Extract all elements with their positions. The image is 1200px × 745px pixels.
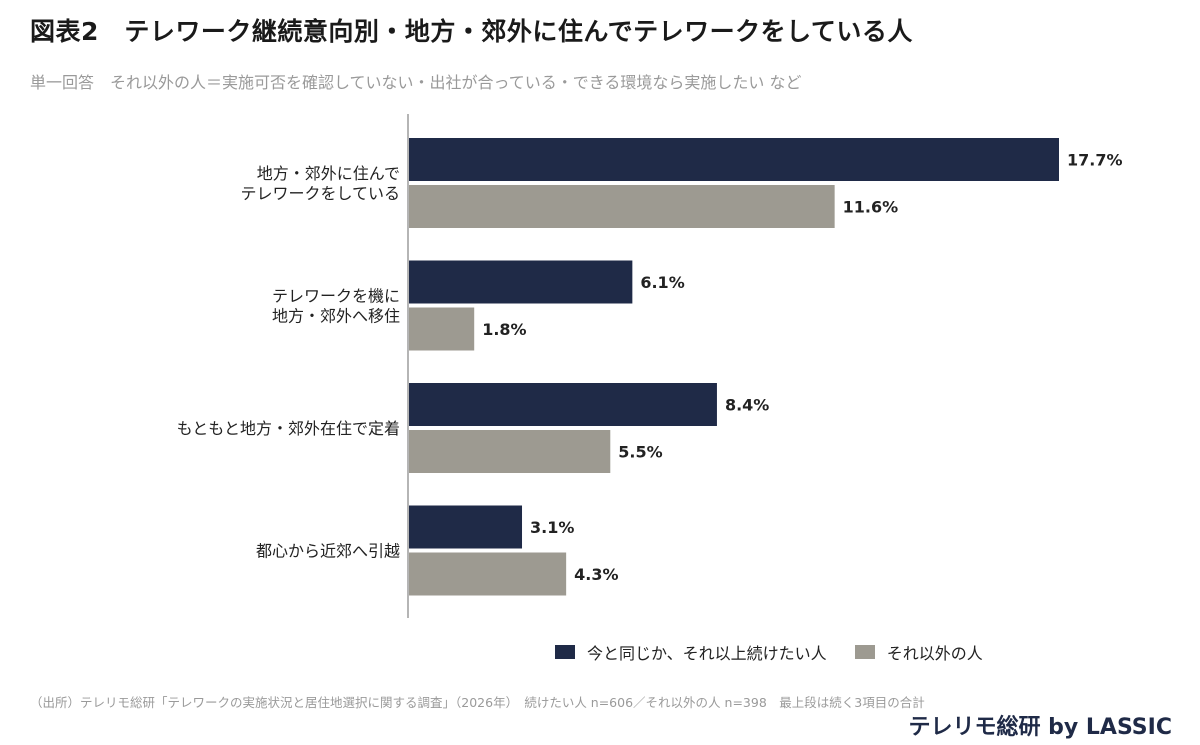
bar-continue-1 bbox=[408, 260, 633, 304]
bar-others-1 bbox=[408, 307, 475, 351]
data-label-others-3: 4.3% bbox=[574, 565, 618, 584]
legend-item-continue: 今と同じか、それ以上続けたい人 bbox=[555, 640, 827, 664]
category-label-3-0: 都心から近郊へ引越 bbox=[256, 542, 400, 561]
category-label-0-1: テレワークをしている bbox=[240, 184, 400, 203]
legend-label-continue: 今と同じか、それ以上続けたい人 bbox=[587, 644, 827, 663]
chart-title: 図表2 テレワーク継続意向別・地方・郊外に住んでテレワークをしている人 bbox=[30, 17, 913, 46]
bar-continue-3 bbox=[408, 505, 523, 549]
category-label-1-1: 地方・郊外へ移住 bbox=[272, 307, 400, 326]
bar-others-3 bbox=[408, 552, 567, 596]
legend-swatch-continue bbox=[555, 645, 575, 659]
data-label-continue-3: 3.1% bbox=[530, 518, 574, 537]
legend-item-others: それ以外の人 bbox=[854, 640, 983, 664]
data-label-others-1: 1.8% bbox=[482, 320, 526, 339]
data-label-continue-0: 17.7% bbox=[1067, 151, 1123, 170]
legend-swatch-others bbox=[854, 645, 875, 659]
chart-subtitle: 単一回答 それ以外の人＝実施可否を確認していない・出社が合っている・できる環境な… bbox=[30, 73, 802, 92]
data-label-continue-1: 6.1% bbox=[640, 273, 684, 292]
data-label-others-0: 11.6% bbox=[843, 198, 899, 217]
bar-continue-0 bbox=[408, 138, 1059, 181]
category-label-2-0: もともと地方・郊外在住で定着 bbox=[177, 419, 400, 438]
source-note: （出所）テレリモ総研「テレワークの実施状況と居住地選択に関する調査」（2026年… bbox=[30, 695, 925, 710]
legend-label-others: それ以外の人 bbox=[886, 644, 983, 663]
bar-chart: 17.7% 11.6% 地方・郊外に住んでテレワークをしている 6.1% 1.8% テレワ… bbox=[177, 114, 1123, 618]
data-label-others-2: 5.5% bbox=[618, 443, 662, 462]
bar-continue-2 bbox=[408, 383, 717, 426]
category-label-1-0: テレワークを機に bbox=[272, 287, 400, 306]
category-label-0-0: 地方・郊外に住んで bbox=[257, 164, 400, 183]
bar-others-0 bbox=[408, 185, 835, 228]
brand-logo: テレリモ総研 by LASSIC bbox=[908, 715, 1173, 740]
bar-others-2 bbox=[408, 430, 611, 473]
data-label-continue-2: 8.4% bbox=[725, 396, 769, 415]
legend: 今と同じか、それ以上続けたい人 それ以外の人 bbox=[555, 640, 1011, 664]
